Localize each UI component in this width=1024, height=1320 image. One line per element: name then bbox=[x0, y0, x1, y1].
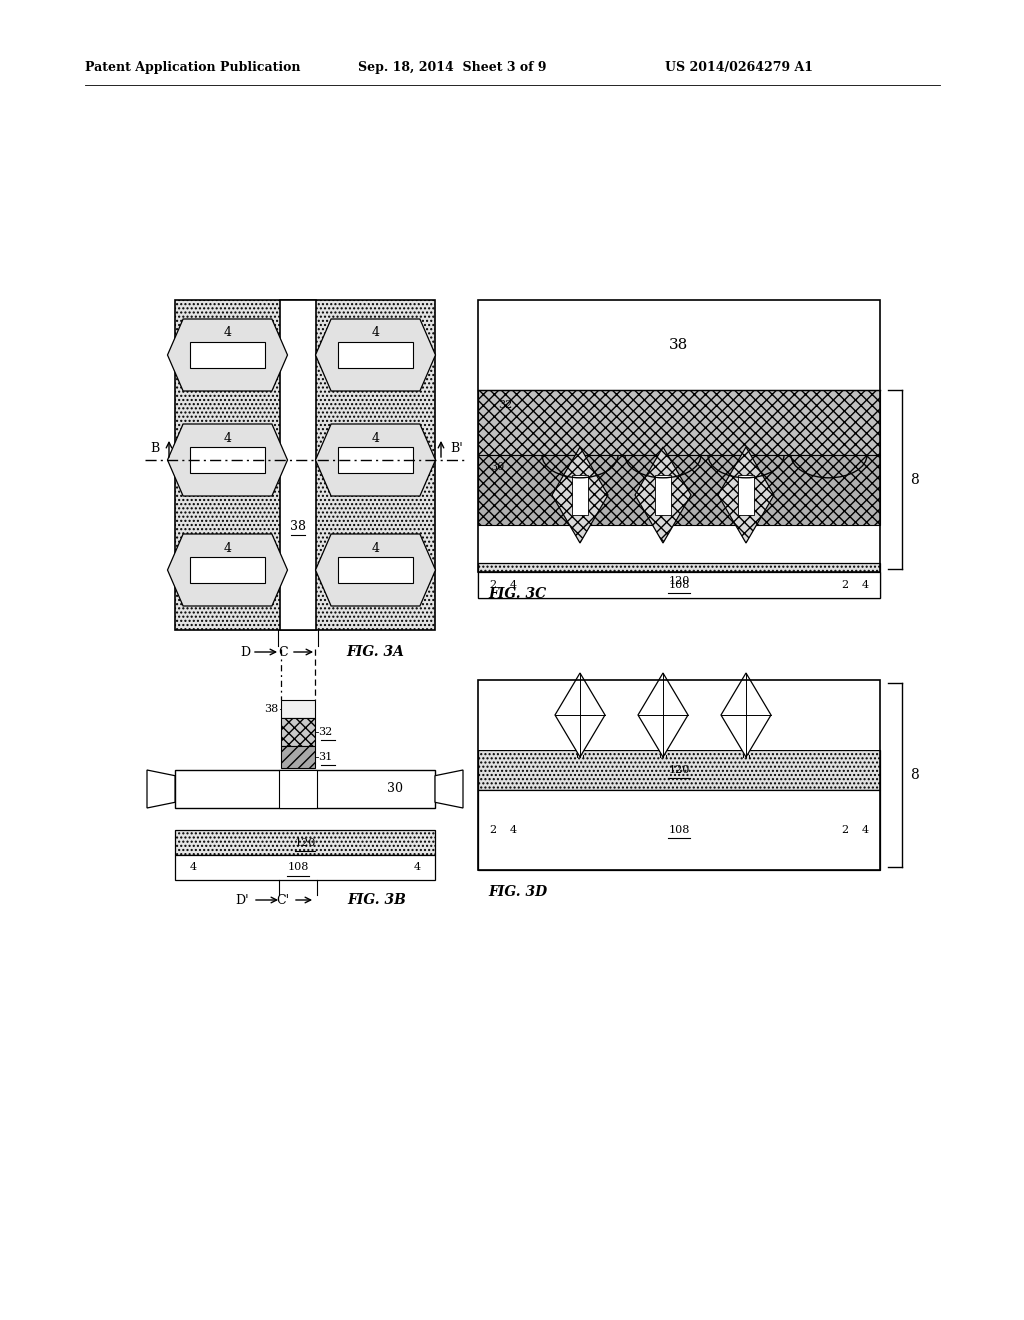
Text: 2: 2 bbox=[294, 783, 302, 796]
Text: 4: 4 bbox=[861, 579, 868, 590]
Bar bbox=[281, 746, 315, 768]
Text: 4: 4 bbox=[372, 326, 380, 339]
Text: 38: 38 bbox=[290, 520, 306, 533]
Bar bbox=[478, 389, 880, 455]
Bar bbox=[738, 475, 754, 515]
Bar bbox=[478, 455, 880, 525]
Polygon shape bbox=[315, 424, 435, 496]
Text: 120: 120 bbox=[669, 576, 690, 586]
Bar bbox=[175, 830, 435, 855]
Polygon shape bbox=[718, 447, 774, 543]
Text: 2: 2 bbox=[842, 579, 849, 590]
Bar bbox=[175, 855, 435, 880]
Bar bbox=[280, 300, 316, 630]
Bar bbox=[478, 572, 880, 598]
Text: 30: 30 bbox=[387, 783, 403, 796]
Text: 4: 4 bbox=[223, 432, 231, 445]
Text: 4: 4 bbox=[509, 825, 516, 836]
Text: 4: 4 bbox=[223, 326, 231, 339]
Bar bbox=[478, 300, 880, 389]
Text: D: D bbox=[240, 645, 250, 659]
Text: D': D' bbox=[236, 894, 249, 907]
Text: 4: 4 bbox=[189, 862, 197, 873]
Text: Sep. 18, 2014  Sheet 3 of 9: Sep. 18, 2014 Sheet 3 of 9 bbox=[358, 62, 547, 74]
Text: 108: 108 bbox=[669, 579, 690, 590]
Text: 4: 4 bbox=[372, 541, 380, 554]
Text: 4: 4 bbox=[223, 541, 231, 554]
Bar bbox=[190, 557, 265, 583]
Text: C': C' bbox=[275, 894, 289, 907]
Text: 108: 108 bbox=[669, 825, 690, 836]
Bar bbox=[478, 680, 880, 870]
Bar bbox=[478, 680, 880, 750]
Text: 4: 4 bbox=[509, 579, 516, 590]
Text: 120: 120 bbox=[294, 837, 315, 847]
Polygon shape bbox=[552, 447, 608, 543]
Text: Patent Application Publication: Patent Application Publication bbox=[85, 62, 300, 74]
Bar bbox=[572, 475, 588, 515]
Bar bbox=[338, 557, 413, 583]
Polygon shape bbox=[555, 673, 605, 756]
Text: FIG. 3D: FIG. 3D bbox=[488, 884, 547, 899]
Text: 32: 32 bbox=[498, 400, 512, 411]
Text: FIG. 3A: FIG. 3A bbox=[346, 645, 403, 659]
Bar bbox=[338, 447, 413, 473]
Text: 8: 8 bbox=[910, 473, 919, 487]
Text: 4: 4 bbox=[861, 825, 868, 836]
Text: 38: 38 bbox=[670, 338, 688, 352]
Text: 4: 4 bbox=[414, 862, 421, 873]
Polygon shape bbox=[638, 673, 688, 756]
Text: FIG. 3C: FIG. 3C bbox=[488, 587, 546, 601]
Bar bbox=[281, 700, 315, 718]
Bar bbox=[190, 342, 265, 368]
Text: 2: 2 bbox=[842, 825, 849, 836]
Polygon shape bbox=[315, 535, 435, 606]
Text: C: C bbox=[279, 645, 288, 659]
Bar bbox=[338, 342, 413, 368]
Polygon shape bbox=[168, 535, 288, 606]
Text: 120: 120 bbox=[669, 766, 690, 775]
Text: 108: 108 bbox=[288, 862, 308, 873]
Text: 2: 2 bbox=[489, 579, 497, 590]
Text: 2: 2 bbox=[489, 825, 497, 836]
Polygon shape bbox=[435, 770, 463, 808]
Bar bbox=[175, 300, 435, 630]
Polygon shape bbox=[168, 424, 288, 496]
Text: FIG. 3B: FIG. 3B bbox=[347, 894, 406, 907]
Polygon shape bbox=[147, 770, 175, 808]
Text: 38: 38 bbox=[264, 704, 278, 714]
Text: 4: 4 bbox=[372, 432, 380, 445]
Bar bbox=[478, 750, 880, 789]
Text: 120: 120 bbox=[197, 570, 218, 579]
Polygon shape bbox=[168, 319, 288, 391]
Bar bbox=[281, 718, 315, 746]
Text: 32: 32 bbox=[318, 727, 332, 737]
Polygon shape bbox=[721, 673, 771, 756]
Text: B': B' bbox=[451, 442, 464, 455]
Polygon shape bbox=[635, 447, 691, 543]
Bar bbox=[478, 564, 880, 598]
Text: US 2014/0264279 A1: US 2014/0264279 A1 bbox=[665, 62, 813, 74]
Text: 31: 31 bbox=[656, 484, 670, 495]
Text: 30: 30 bbox=[490, 462, 504, 473]
Polygon shape bbox=[315, 319, 435, 391]
Text: 8: 8 bbox=[910, 768, 919, 781]
Text: B: B bbox=[151, 442, 160, 455]
Bar bbox=[655, 475, 671, 515]
Bar bbox=[175, 770, 435, 808]
Bar bbox=[190, 447, 265, 473]
Bar bbox=[478, 300, 880, 572]
Text: 31: 31 bbox=[318, 752, 332, 762]
Bar bbox=[279, 770, 317, 808]
Bar bbox=[478, 789, 880, 870]
